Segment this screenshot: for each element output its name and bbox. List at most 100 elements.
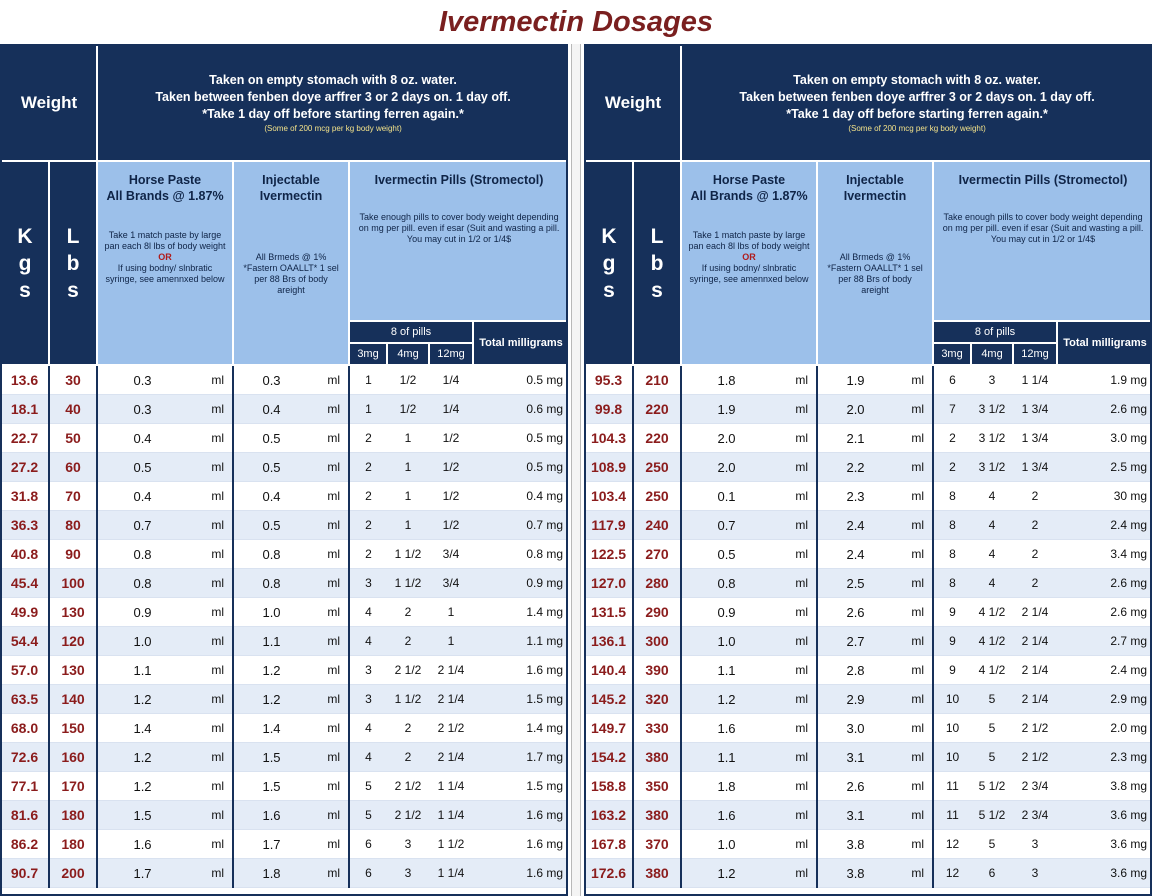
- injectable-title-line: Ivermectin: [843, 189, 907, 203]
- kg-value: 36.3: [1, 510, 50, 540]
- total-mg-value: 2.5 mg: [1057, 452, 1152, 482]
- pills-3mg-count: 10: [933, 742, 972, 772]
- horse-paste-unit: ml: [187, 626, 235, 656]
- horse-paste-unit: ml: [771, 539, 819, 569]
- horse-paste-unit: ml: [187, 597, 235, 627]
- total-mg-value: 3.4 mg: [1057, 539, 1152, 569]
- dosage-row: 103.4 250 0.1 ml 2.3 ml 8 4 2 30 mg: [585, 481, 1152, 511]
- kg-value: 77.1: [1, 771, 50, 801]
- dosage-row: 140.4 390 1.1 ml 2.8 ml 9 4 1/2 2 1/4 2.…: [585, 655, 1152, 685]
- dosage-row: 167.8 370 1.0 ml 3.8 ml 12 5 3 3.6 mg: [585, 829, 1152, 859]
- pills-4mg-count: 5: [971, 742, 1014, 772]
- pills-desc: Take enough pills to cover body weight d…: [358, 212, 560, 244]
- instruction-line: *Take 1 day off before starting ferren a…: [202, 106, 464, 121]
- horse-paste-value: 1.2: [97, 771, 188, 801]
- horse-paste-unit: ml: [187, 394, 235, 424]
- injectable-value: 1.1: [233, 626, 310, 656]
- horse-paste-value: 1.1: [681, 655, 772, 685]
- horse-paste-title: Horse Paste All Brands @ 1.87%: [99, 163, 231, 204]
- pills-4mg-count: 3: [387, 829, 430, 859]
- horse-paste-unit: ml: [771, 452, 819, 482]
- horse-paste-value: 1.1: [97, 655, 188, 685]
- dosage-row: 13.6 30 0.3 ml 0.3 ml 1 1/2 1/4 0.5 mg: [1, 365, 568, 395]
- pills-12mg-count: 1 3/4: [1013, 423, 1058, 453]
- horse-paste-value: 0.4: [97, 423, 188, 453]
- horse-paste-unit: ml: [771, 742, 819, 772]
- injectable-title-line: Injectable: [262, 173, 320, 187]
- pills-4mg-count: 2: [387, 713, 430, 743]
- pills-12mg-count: 1: [429, 597, 474, 627]
- pills-4mg-count: 1/2: [387, 365, 430, 395]
- kg-value: 95.3: [585, 365, 634, 395]
- horse-paste-value: 1.6: [681, 800, 772, 830]
- pill-size-4mg: 4mg: [386, 342, 431, 366]
- horse-paste-value: 1.0: [681, 829, 772, 859]
- horse-paste-or: OR: [742, 252, 756, 262]
- horse-paste-or: OR: [158, 252, 172, 262]
- dosage-row: 136.1 300 1.0 ml 2.7 ml 9 4 1/2 2 1/4 2.…: [585, 626, 1152, 656]
- horse-paste-desc: Take 1 match paste by large pan each 8l …: [683, 230, 815, 285]
- injectable-value: 3.8: [817, 858, 894, 888]
- kg-value: 145.2: [585, 684, 634, 714]
- horse-paste-unit: ml: [771, 800, 819, 830]
- injectable-unit: ml: [893, 394, 935, 424]
- injectable-value: 2.0: [817, 394, 894, 424]
- instruction-line: Taken between fenben doye arffrer 3 or 2…: [739, 89, 1095, 104]
- pills-4mg-count: 4 1/2: [971, 655, 1014, 685]
- pills-4mg-count: 1: [387, 452, 430, 482]
- injectable-value: 3.0: [817, 713, 894, 743]
- horse-paste-unit: ml: [771, 597, 819, 627]
- pills-3mg-count: 12: [933, 829, 972, 859]
- pills-12mg-count: 2 1/4: [1013, 684, 1058, 714]
- total-mg-value: 2.6 mg: [1057, 568, 1152, 598]
- horse-paste-unit: ml: [771, 684, 819, 714]
- lb-value: 30: [49, 365, 99, 395]
- kg-value: 49.9: [1, 597, 50, 627]
- horse-paste-header: Horse Paste All Brands @ 1.87% Take 1 ma…: [680, 160, 819, 366]
- lb-value: 350: [633, 771, 683, 801]
- pills-12mg-count: 2 1/4: [1013, 597, 1058, 627]
- pills-12mg-count: 1: [429, 626, 474, 656]
- pills-4mg-count: 4: [971, 539, 1014, 569]
- injectable-value: 0.3: [233, 365, 310, 395]
- pills-4mg-count: 5: [971, 713, 1014, 743]
- pills-12mg-count: 2 1/4: [1013, 626, 1058, 656]
- total-mg-value: 1.6 mg: [473, 829, 568, 859]
- total-mg-value: 2.4 mg: [1057, 510, 1152, 540]
- injectable-value: 1.2: [233, 684, 310, 714]
- kg-value: 108.9: [585, 452, 634, 482]
- pills-4mg-count: 1: [387, 481, 430, 511]
- total-mg-value: 2.3 mg: [1057, 742, 1152, 772]
- injectable-unit: ml: [893, 684, 935, 714]
- pills-4mg-count: 1 1/2: [387, 539, 430, 569]
- pills-4mg-count: 2 1/2: [387, 800, 430, 830]
- horse-paste-desc-top: Take 1 match paste by large pan each 8l …: [688, 230, 810, 251]
- instruction-line: Taken between fenben doye arffrer 3 or 2…: [155, 89, 511, 104]
- pills-3mg-count: 10: [933, 684, 972, 714]
- total-mg-value: 1.6 mg: [473, 858, 568, 888]
- horse-paste-value: 0.5: [681, 539, 772, 569]
- lb-value: 210: [633, 365, 683, 395]
- injectable-title: Injectable Ivermectin: [819, 163, 931, 204]
- pills-3mg-count: 8: [933, 568, 972, 598]
- injectable-value: 1.8: [233, 858, 310, 888]
- horse-paste-unit: ml: [187, 742, 235, 772]
- pills-3mg-count: 3: [349, 684, 388, 714]
- pills-3mg-count: 2: [349, 423, 388, 453]
- injectable-value: 0.8: [233, 568, 310, 598]
- pills-desc: Take enough pills to cover body weight d…: [942, 212, 1144, 244]
- pills-12mg-count: 2 1/4: [429, 684, 474, 714]
- injectable-unit: ml: [309, 771, 351, 801]
- total-mg-value: 1.1 mg: [473, 626, 568, 656]
- lb-value: 250: [633, 481, 683, 511]
- lb-value: 330: [633, 713, 683, 743]
- kg-value: 90.7: [1, 858, 50, 888]
- dosage-row: 163.2 380 1.6 ml 3.1 ml 11 5 1/2 2 3/4 3…: [585, 800, 1152, 830]
- dosage-row: 108.9 250 2.0 ml 2.2 ml 2 3 1/2 1 3/4 2.…: [585, 452, 1152, 482]
- horse-paste-unit: ml: [187, 510, 235, 540]
- pills-12mg-count: 2: [1013, 510, 1058, 540]
- pills-4mg-count: 4 1/2: [971, 597, 1014, 627]
- lb-value: 300: [633, 626, 683, 656]
- lb-value: 90: [49, 539, 99, 569]
- horse-paste-value: 1.0: [681, 626, 772, 656]
